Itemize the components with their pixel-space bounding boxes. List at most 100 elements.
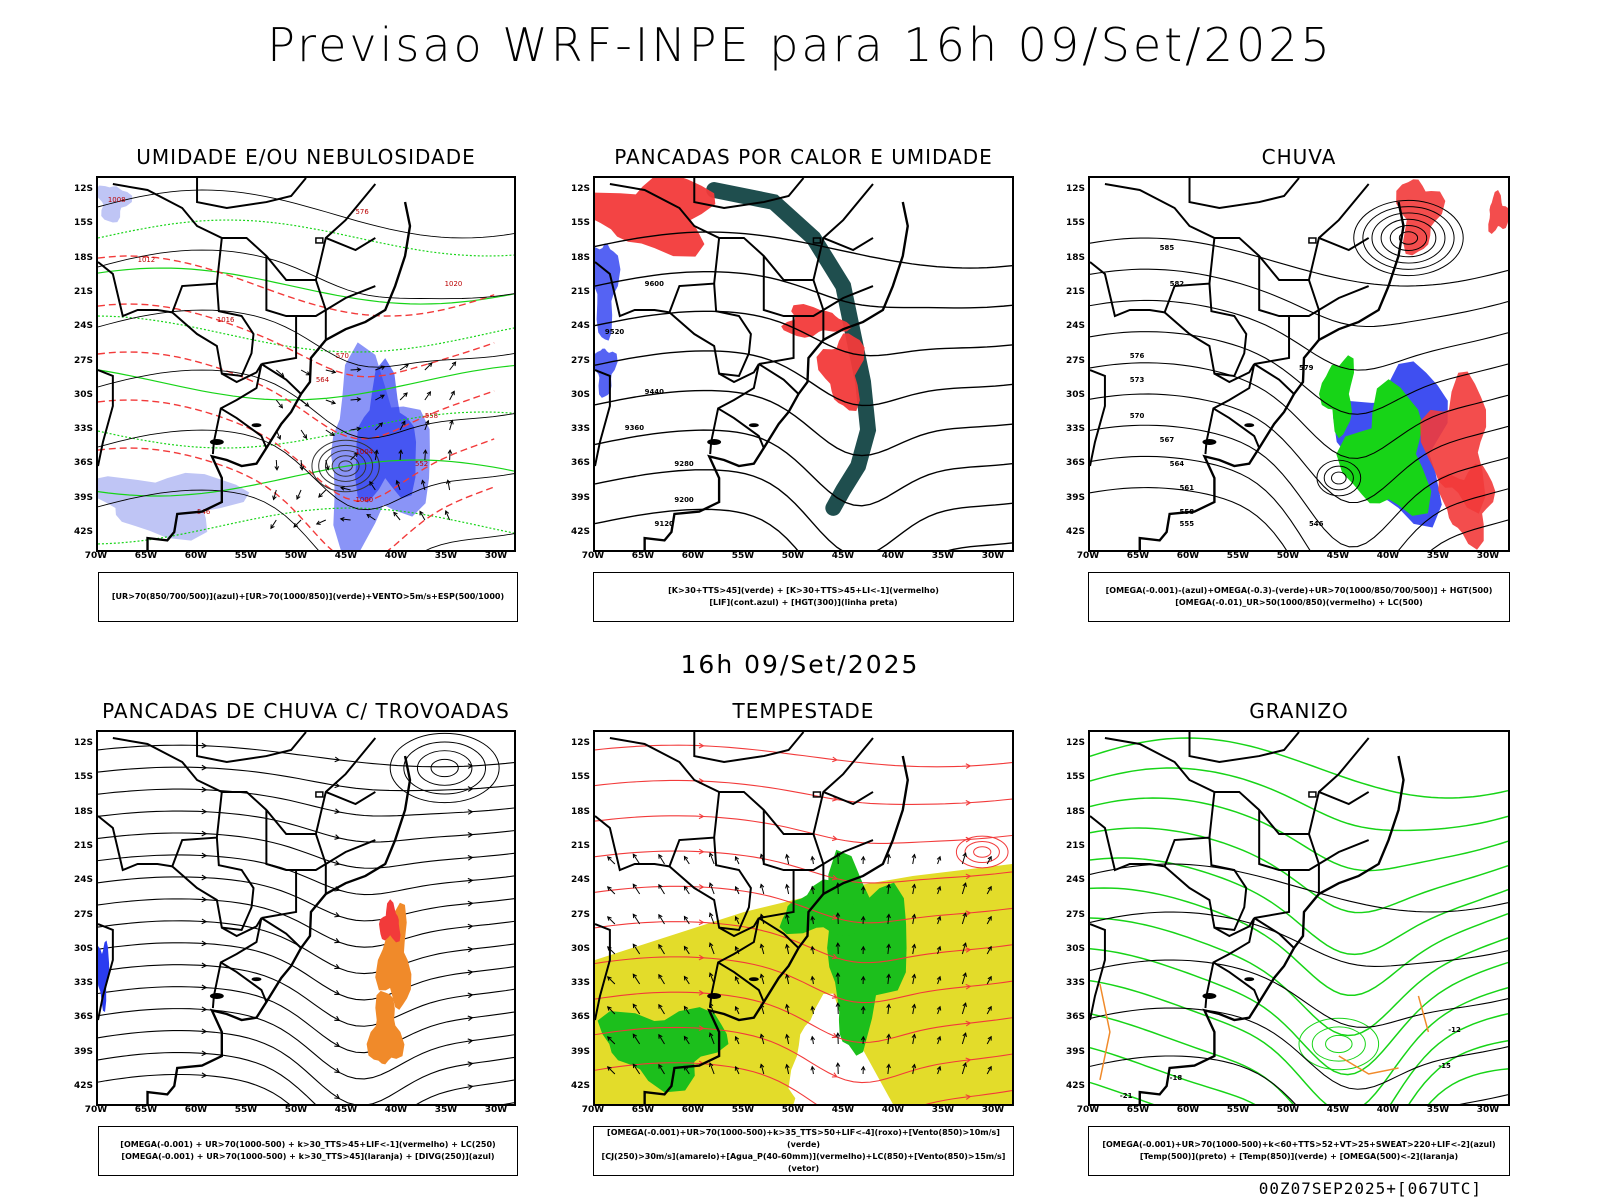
lon-tick-label: 35W	[434, 1105, 458, 1115]
map-svg-tempestade	[595, 732, 1012, 1104]
legend-line: [CJ(250)>30m/s](amarelo)+[Agua_P(40-60mm…	[601, 1152, 1006, 1173]
contour-label: 558	[425, 412, 438, 420]
lat-tick-label: 21S	[570, 286, 590, 297]
lat-tick-label: 15S	[73, 772, 93, 783]
contour-label: 552	[415, 460, 428, 468]
lon-tick-label: 40W	[1376, 1105, 1400, 1115]
lat-tick-label: 21S	[1065, 286, 1085, 297]
lat-tick-label: 21S	[1065, 840, 1085, 851]
lat-tick-label: 12S	[1065, 738, 1085, 748]
contour-label: 9120	[655, 520, 674, 528]
omega-red-area	[1438, 463, 1496, 550]
contour-label: 9200	[674, 496, 693, 504]
instability-red-area	[595, 178, 716, 257]
panel-title-pancadas-calor: PANCADAS POR CALOR E UMIDADE	[614, 145, 993, 169]
lat-tick-label: 33S	[73, 978, 93, 989]
lon-tick-label: 60W	[184, 551, 208, 561]
lon-tick-label: 65W	[134, 551, 158, 561]
legend-line: [OMEGA(-0.001)-(azul)+OMEGA(-0.3)-(verde…	[1105, 586, 1493, 595]
lon-tick-label: 45W	[334, 1105, 358, 1115]
lon-tick-label: 60W	[1176, 551, 1200, 561]
lat-tick-label: 27S	[73, 355, 93, 366]
lon-tick-label: 50W	[284, 551, 308, 561]
contour-label: -12	[1448, 1026, 1461, 1034]
lat-tick-label: 42S	[73, 527, 93, 537]
lat-tick-label: 36S	[570, 458, 590, 469]
legend-line: [LIF](cont.azul) + [HGT(300)](linha pret…	[709, 598, 898, 607]
lif-blue-contour	[595, 243, 621, 341]
lon-tick-label: 50W	[781, 1105, 805, 1115]
lon-tick-label: 65W	[631, 1105, 655, 1115]
panel-title-granizo: GRANIZO	[1249, 699, 1349, 723]
page-title: Previsao WRF-INPE para 16h 09/Set/2025	[267, 18, 1333, 72]
omega-green-area	[1319, 355, 1355, 439]
lat-tick-label: 24S	[570, 875, 590, 886]
lon-tick-label: 30W	[1476, 1105, 1500, 1115]
lat-tick-label: 24S	[73, 875, 93, 886]
lat-tick-label: 42S	[73, 1081, 93, 1091]
contour-label: 570	[336, 352, 349, 360]
lon-tick-label: 30W	[484, 1105, 508, 1115]
lon-tick-label: 45W	[831, 551, 855, 561]
humidity-blue-area	[98, 472, 250, 541]
lat-tick-label: 27S	[73, 909, 93, 920]
legend-pancadas-calor: [K>30+TTS>45](verde) + [K>30+TTS>45+LI<-…	[593, 572, 1014, 622]
lat-tick-label: 24S	[1065, 875, 1085, 886]
thunder-red-area	[378, 899, 401, 943]
lon-tick-label: 35W	[434, 551, 458, 561]
clear-area	[788, 993, 857, 1104]
lat-tick-label: 30S	[73, 389, 93, 400]
lat-tick-label: 30S	[73, 943, 93, 954]
lat-tick-label: 18S	[1065, 252, 1085, 263]
legend-line: [Temp(500)](preto) + [Temp(850)](verde) …	[1139, 1152, 1459, 1161]
lat-tick-label: 12S	[570, 184, 590, 194]
lat-tick-label: 36S	[73, 1012, 93, 1023]
legend-line: [OMEGA(-0.001)+UR>70(1000-500)+k>35_TTS>…	[607, 1128, 1000, 1149]
map-chuva: 585 582 579 576 573 570 567 564 561 558 555 546	[1088, 176, 1510, 552]
lat-tick-label: 27S	[570, 355, 590, 366]
lat-tick-label: 36S	[73, 458, 93, 469]
run-info-footer: 00Z07SEP2025+[067UTC]	[1258, 1179, 1482, 1198]
lat-tick-label: 15S	[1065, 772, 1085, 783]
lon-tick-label: 30W	[981, 551, 1005, 561]
instability-red-area	[816, 333, 865, 411]
lat-tick-label: 42S	[570, 527, 590, 537]
panel-title-umidade: UMIDADE E/OU NEBULOSIDADE	[136, 145, 476, 169]
lat-tick-label: 33S	[1065, 424, 1085, 435]
map-pancadas-calor: 9600 9520 9440 9360 9280 9200 9120	[593, 176, 1014, 552]
contour-label: 9440	[645, 388, 664, 396]
contour-label: 555	[1180, 520, 1195, 528]
lat-tick-label: 21S	[73, 840, 93, 851]
divergence-blue-area	[98, 940, 110, 1012]
contour-label: 9280	[674, 460, 693, 468]
map-trovoadas	[96, 730, 516, 1106]
lat-tick-label: 15S	[570, 218, 590, 229]
panel-title-tempestade: TEMPESTADE	[732, 699, 875, 723]
lon-tick-label: 70W	[84, 551, 108, 561]
wind-green-area	[779, 879, 866, 937]
contour-label: 579	[1299, 364, 1314, 372]
lon-tick-label: 50W	[781, 551, 805, 561]
lat-tick-label: 30S	[570, 943, 590, 954]
contour-label: 9600	[645, 280, 664, 288]
lon-tick-label: 45W	[1326, 1105, 1350, 1115]
lat-tick-label: 15S	[570, 772, 590, 783]
legend-chuva: [OMEGA(-0.001)-(azul)+OMEGA(-0.3)-(verde…	[1088, 572, 1510, 622]
lat-tick-label: 12S	[73, 184, 93, 194]
thunder-orange-area	[375, 902, 412, 1010]
lat-tick-label: 42S	[1065, 527, 1085, 537]
lat-tick-label: 39S	[1065, 1046, 1085, 1057]
omega-red-area	[1396, 179, 1446, 256]
lat-tick-label: 21S	[570, 840, 590, 851]
lat-tick-label: 18S	[73, 806, 93, 817]
legend-umidade: [UR>70(850/700/500)](azul)+[UR>70(1000/8…	[98, 572, 518, 622]
instability-red-area	[781, 304, 853, 338]
contour-label: 585	[1160, 244, 1175, 252]
lat-tick-label: 39S	[570, 492, 590, 503]
lif-blue-contour	[595, 348, 618, 398]
lon-tick-label: 60W	[1176, 1105, 1200, 1115]
contour-label: 564	[316, 376, 329, 384]
legend-line: [OMEGA(-0.001)+UR>70(1000-500)+k<60+TTS>…	[1102, 1140, 1496, 1149]
lat-tick-label: 33S	[570, 978, 590, 989]
